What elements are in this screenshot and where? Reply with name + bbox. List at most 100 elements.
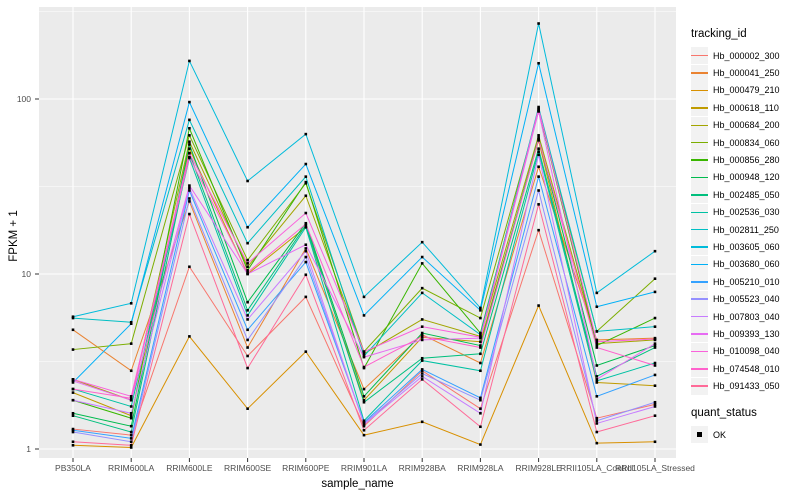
legend-key: [691, 325, 708, 343]
line-swatch-icon: [691, 141, 708, 144]
legend-entry-label: Hb_002536_030: [713, 207, 780, 218]
grid-major: [39, 7, 676, 458]
legend-entry-label: Hb_002485_050: [713, 189, 780, 200]
y-axis-title: FPKM + 1: [8, 210, 20, 262]
svg-text:RRIM600LE: RRIM600LE: [166, 463, 213, 473]
y-axis-labels: 1 10 100: [17, 94, 31, 454]
line-swatch-icon: [691, 298, 708, 300]
legend-entry-Hb_000002_300: Hb_000002_300: [691, 47, 799, 65]
legend: tracking_id Hb_000002_300 Hb_000041_250 Hb…: [691, 28, 799, 443]
legend-entry-Hb_002485_050: Hb_002485_050: [691, 186, 799, 204]
legend-entry-Hb_009393_130: Hb_009393_130: [691, 325, 799, 343]
legend-entry-Hb_091433_050: Hb_091433_050: [691, 377, 799, 395]
legend-entry-Hb_007803_040: Hb_007803_040: [691, 308, 799, 326]
legend-entry-Hb_002536_030: Hb_002536_030: [691, 203, 799, 221]
legend-key: [691, 203, 708, 221]
legend-entry-label: OK: [713, 429, 727, 440]
series-points: [71, 22, 657, 449]
svg-text:PB350LA: PB350LA: [55, 463, 91, 473]
legend-entry-Hb_010098_040: Hb_010098_040: [691, 342, 799, 360]
line-swatch-icon: [691, 281, 708, 283]
legend-key: [691, 186, 708, 204]
legend-title-quant-status: quant_status: [691, 406, 757, 419]
legend-entry-label: Hb_000479_210: [713, 85, 780, 96]
svg-text:RRIM600SE: RRIM600SE: [224, 463, 272, 473]
legend-entry-Hb_000948_120: Hb_000948_120: [691, 168, 799, 186]
line-swatch-icon: [691, 72, 708, 74]
legend-entry-Hb_000479_210: Hb_000479_210: [691, 81, 799, 99]
legend-entry-Hb_002811_250: Hb_002811_250: [691, 221, 799, 239]
x-axis-labels: PB350LA RRIM600LA RRIM600LE RRIM600SE RRIM60…: [55, 463, 695, 473]
svg-text:1: 1: [26, 444, 31, 454]
legend-key: [691, 273, 708, 291]
legend-entry-quant-ok: OK: [691, 426, 799, 443]
line-swatch-icon: [691, 159, 708, 161]
legend-key: [691, 134, 708, 152]
legend-key: [691, 221, 708, 239]
legend-key: [691, 308, 708, 326]
line-swatch-icon: [691, 368, 708, 370]
legend-entry-label: Hb_009393_130: [713, 328, 780, 339]
svg-text:RRIM928LA: RRIM928LA: [457, 463, 504, 473]
legend-entry-label: Hb_000041_250: [713, 68, 780, 79]
legend-entry-Hb_003680_060: Hb_003680_060: [691, 255, 799, 273]
legend-key: [691, 151, 708, 169]
svg-text:RRII105LA_Control: RRII105LA_Control: [560, 463, 634, 473]
line-swatch-icon: [691, 211, 708, 213]
legend-entry-Hb_000041_250: Hb_000041_250: [691, 64, 799, 82]
legend-key: [691, 238, 708, 256]
legend-entry-label: Hb_091433_050: [713, 381, 780, 392]
grid-minor: [39, 11, 676, 362]
legend-entry-label: Hb_002811_250: [713, 224, 779, 235]
legend-key: [691, 290, 708, 308]
svg-text:RRIM600LA: RRIM600LA: [108, 463, 155, 473]
legend-key: [691, 255, 708, 273]
line-swatch-icon: [691, 124, 708, 127]
legend-entry-label: Hb_000948_120: [713, 172, 780, 183]
legend-entry-Hb_000684_200: Hb_000684_200: [691, 116, 799, 134]
legend-entry-label: Hb_003680_060: [713, 259, 780, 270]
line-swatch-icon: [691, 350, 708, 353]
legend-entry-label: Hb_000684_200: [713, 120, 780, 131]
line-swatch-icon: [691, 385, 708, 387]
legend-title-tracking-id: tracking_id: [691, 28, 747, 40]
svg-text:RRII105LA_Stressed: RRII105LA_Stressed: [615, 463, 695, 473]
legend-entry-label: Hb_000834_060: [713, 137, 780, 148]
legend-entry-Hb_005523_040: Hb_005523_040: [691, 290, 799, 308]
line-swatch-icon: [691, 89, 708, 92]
legend-entry-Hb_000834_060: Hb_000834_060: [691, 134, 799, 152]
legend-key: [691, 81, 708, 99]
line-swatch-icon: [691, 246, 708, 248]
legend-key: [691, 377, 708, 395]
legend-group-quant-status: quant_status OK: [691, 407, 799, 443]
x-axis-title: sample_name: [321, 478, 394, 490]
legend-entry-Hb_000856_280: Hb_000856_280: [691, 151, 799, 169]
legend-entry-label: Hb_007803_040: [713, 311, 780, 322]
axis-ticks: [35, 98, 656, 462]
svg-text:RRIM600PE: RRIM600PE: [282, 463, 330, 473]
line-swatch-icon: [691, 176, 708, 179]
legend-entry-label: Hb_000618_110: [713, 102, 779, 113]
svg-text:RRIM901LA: RRIM901LA: [341, 463, 388, 473]
legend-entry-label: Hb_005523_040: [713, 294, 780, 305]
legend-entry-label: Hb_000856_280: [713, 155, 780, 166]
line-swatch-icon: [691, 107, 708, 109]
line-swatch-icon: [691, 228, 708, 231]
legend-key: [691, 99, 708, 117]
legend-key: [691, 342, 708, 360]
legend-key: [691, 168, 708, 186]
quant-ok-key: [691, 426, 708, 443]
legend-entry-label: Hb_003605_060: [713, 241, 780, 252]
svg-text:10: 10: [22, 269, 32, 279]
svg-text:100: 100: [17, 94, 31, 104]
line-swatch-icon: [691, 54, 708, 57]
line-swatch-icon: [691, 315, 708, 318]
legend-key: [691, 116, 708, 134]
line-swatch-icon: [691, 333, 708, 335]
legend-entry-label: Hb_074548_010: [713, 363, 780, 374]
legend-entry-Hb_074548_010: Hb_074548_010: [691, 360, 799, 378]
svg-text:RRIM928BA: RRIM928BA: [399, 463, 447, 473]
svg-text:RRIM928LE: RRIM928LE: [515, 463, 562, 473]
